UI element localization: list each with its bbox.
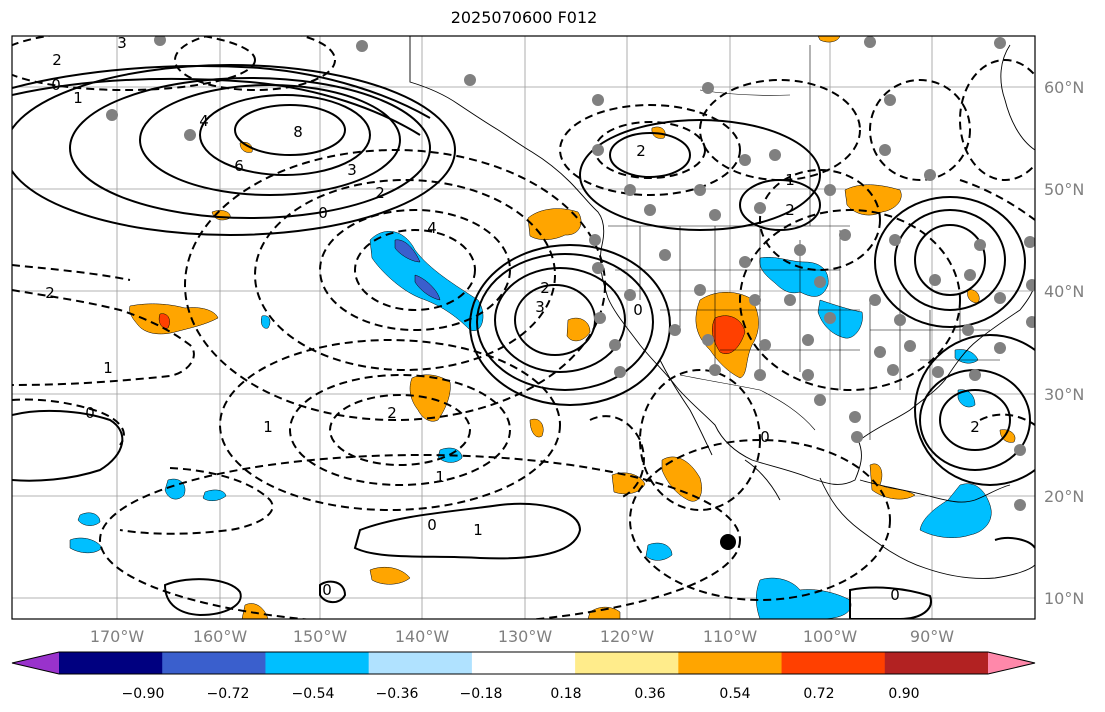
svg-text:2: 2 [45,284,55,302]
svg-text:110°W: 110°W [703,627,758,646]
colorbar-segment [265,652,370,674]
colorbar-segment [781,652,886,674]
coastlines [409,36,1035,579]
svg-text:0.36: 0.36 [634,686,665,702]
colorbar-tick-labels: −0.90 −0.72 −0.54 −0.36 −0.18 0.18 0.36 … [122,686,920,702]
svg-text:0.54: 0.54 [719,686,750,702]
svg-text:2: 2 [375,184,385,202]
colorbar-segment [575,652,679,674]
svg-text:2: 2 [52,51,62,69]
svg-text:2: 2 [636,142,646,160]
svg-text:90°W: 90°W [910,627,954,646]
svg-text:−0.36: −0.36 [376,686,419,702]
svg-text:0.72: 0.72 [803,686,834,702]
svg-text:3: 3 [117,34,127,52]
svg-text:0: 0 [890,586,900,604]
positive-contours [12,64,1035,619]
svg-text:−0.54: −0.54 [292,686,335,702]
svg-text:40°N: 40°N [1044,282,1084,301]
svg-text:0: 0 [85,404,95,422]
svg-text:0: 0 [51,76,61,94]
svg-text:100°W: 100°W [803,627,858,646]
svg-text:4: 4 [427,219,437,237]
colorbar-segment [471,652,576,674]
svg-text:2: 2 [540,279,550,297]
svg-text:2: 2 [387,404,397,422]
colorbar-segment [678,652,783,674]
latitude-labels: 60°N 50°N 40°N 30°N 20°N 10°N [1044,78,1084,608]
svg-text:−0.90: −0.90 [122,686,165,702]
svg-text:160°W: 160°W [193,627,248,646]
negative-contours [12,36,1035,619]
contour-labels: 3 2 0 1 4 8 6 3 2 0 4 2 1 2 3 2 0 1 2 1 … [45,34,980,604]
svg-text:0: 0 [318,204,328,222]
colorbar-extend-min [12,652,59,674]
target-point-marker [720,534,736,550]
svg-text:−0.18: −0.18 [460,686,503,702]
svg-text:150°W: 150°W [293,627,348,646]
svg-text:6: 6 [234,157,244,175]
svg-text:−0.72: −0.72 [207,686,250,702]
station-markers [106,36,1035,511]
svg-text:1: 1 [785,171,795,189]
svg-text:120°W: 120°W [600,627,655,646]
longitude-labels: 170°W 160°W 150°W 140°W 130°W 120°W 110°… [90,627,954,646]
svg-text:2: 2 [970,418,980,436]
svg-text:0.18: 0.18 [550,686,581,702]
svg-text:1: 1 [263,418,273,436]
colorbar-segment [368,652,473,674]
colorbar-segment [162,652,266,674]
svg-text:1: 1 [473,521,483,539]
svg-text:140°W: 140°W [395,627,450,646]
colorbar-segment [884,652,989,674]
svg-text:0.90: 0.90 [888,686,919,702]
svg-text:10°N: 10°N [1044,589,1084,608]
colorbar-segment [59,652,163,674]
svg-text:3: 3 [535,298,545,316]
svg-text:50°N: 50°N [1044,180,1084,199]
svg-text:0: 0 [633,301,643,319]
svg-text:0: 0 [427,516,437,534]
svg-text:2: 2 [785,201,795,219]
colorbar [11,651,1036,675]
colorbar-extend-max [988,652,1035,674]
map-frame-border [11,35,1036,620]
svg-text:8: 8 [293,123,303,141]
svg-text:30°N: 30°N [1044,385,1084,404]
svg-text:170°W: 170°W [90,627,145,646]
svg-text:0: 0 [322,581,332,599]
svg-text:130°W: 130°W [498,627,553,646]
svg-text:4: 4 [199,112,209,130]
svg-text:1: 1 [435,468,445,486]
svg-text:0: 0 [760,428,770,446]
svg-text:3: 3 [347,161,357,179]
colorbar-outline [11,651,1036,675]
svg-text:1: 1 [103,359,113,377]
svg-text:1: 1 [73,89,83,107]
svg-text:20°N: 20°N [1044,487,1084,506]
svg-text:60°N: 60°N [1044,78,1084,97]
map-title: 2025070600 F012 [450,8,598,27]
